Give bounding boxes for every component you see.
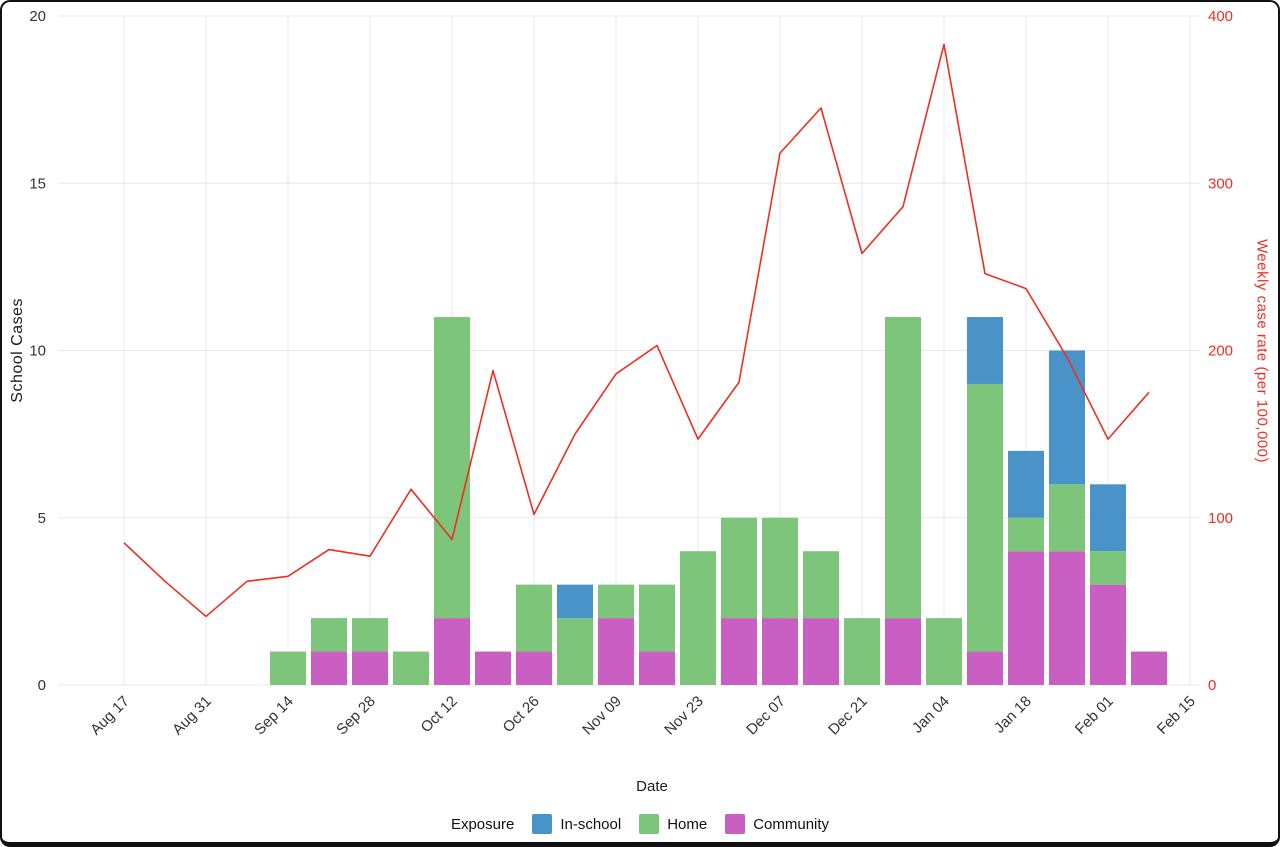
bar-segment-community xyxy=(516,651,552,685)
bar-segment-community xyxy=(967,651,1003,685)
in-school-swatch-icon xyxy=(532,814,553,834)
x-tick-label: Sep 28 xyxy=(333,693,379,739)
bar-segment-home xyxy=(434,317,470,619)
bar-segment-home xyxy=(516,584,552,652)
x-tick-label: Aug 17 xyxy=(87,693,133,739)
x-tick-label: Aug 31 xyxy=(169,693,215,739)
bar-segment-home xyxy=(1008,517,1044,552)
x-tick-label: Feb 15 xyxy=(1154,693,1199,738)
bar-segment-community xyxy=(721,618,757,685)
legend: Exposure In-school Home Community xyxy=(2,814,1278,834)
bar-segment-home xyxy=(311,618,347,652)
legend-item-community: Community xyxy=(725,814,829,834)
bar-segment-community xyxy=(598,618,634,685)
x-tick-label: Oct 12 xyxy=(418,693,461,736)
y-tick-label-left: 15 xyxy=(29,175,46,192)
bar-segment-community xyxy=(885,618,921,685)
bar-segment-community xyxy=(1049,551,1085,685)
right-axis-title: Weekly case rate (per 100,000) xyxy=(1253,238,1271,463)
legend-title: Exposure xyxy=(450,815,515,833)
bar-segment-community xyxy=(311,651,347,685)
x-tick-label: Jan 04 xyxy=(909,693,953,737)
bar-segment-in-school xyxy=(967,317,1003,384)
bar-segment-in-school xyxy=(557,584,593,619)
legend-item-in-school: In-school xyxy=(532,814,621,834)
x-tick-label: Dec 07 xyxy=(743,693,789,739)
y-tick-label-right: 100 xyxy=(1208,510,1233,527)
bar-segment-in-school xyxy=(1090,484,1126,552)
y-tick-label-left: 0 xyxy=(38,677,46,694)
legend-label-home: Home xyxy=(667,815,708,833)
bar-segment-home xyxy=(1049,484,1085,552)
bar-segment-home xyxy=(1090,551,1126,585)
bar-segment-home xyxy=(352,618,388,652)
x-tick-label: Sep 14 xyxy=(251,693,297,739)
bar-segment-home xyxy=(270,651,306,685)
x-tick-label: Oct 26 xyxy=(500,693,543,736)
y-tick-label-left: 20 xyxy=(29,8,46,25)
y-tick-label-right: 400 xyxy=(1208,8,1233,25)
bar-segment-home xyxy=(967,383,1003,652)
bar-segment-home xyxy=(598,584,634,619)
bar-segment-community xyxy=(1131,651,1167,685)
y-tick-label-right: 300 xyxy=(1208,175,1233,192)
y-tick-label-right: 0 xyxy=(1208,677,1216,694)
bar-segment-home xyxy=(721,517,757,619)
legend-item-home: Home xyxy=(639,814,707,834)
bar-segment-community xyxy=(803,618,839,685)
bar-segment-community xyxy=(1090,584,1126,685)
bar-segment-community xyxy=(352,651,388,685)
bar-segment-home xyxy=(557,618,593,685)
bar-segment-home xyxy=(803,551,839,619)
community-swatch-icon xyxy=(725,814,746,834)
x-tick-label: Jan 18 xyxy=(991,693,1035,737)
bar-segment-home xyxy=(844,618,880,685)
bar-segment-community xyxy=(762,618,798,685)
bar-segment-community xyxy=(434,618,470,685)
x-tick-label: Nov 09 xyxy=(579,693,625,739)
left-axis-title: School Cases xyxy=(9,298,26,403)
x-axis-title: Date xyxy=(636,778,668,795)
x-tick-label: Nov 23 xyxy=(661,693,707,739)
y-tick-label-right: 200 xyxy=(1208,343,1233,360)
bar-segment-community xyxy=(639,651,675,685)
case-rate-line xyxy=(123,43,1150,618)
home-swatch-icon xyxy=(639,814,660,834)
bar-segment-home xyxy=(926,618,962,685)
y-tick-label-left: 5 xyxy=(38,510,46,527)
bar-segment-in-school xyxy=(1008,450,1044,518)
right-axis-title-wrap: Weekly case rate (per 100,000) xyxy=(1248,16,1276,685)
bar-segment-home xyxy=(762,517,798,619)
legend-label-community: Community xyxy=(753,815,830,833)
bar-segment-home xyxy=(393,651,429,685)
bar-segment-community xyxy=(1008,551,1044,685)
bar-segment-community xyxy=(475,651,511,685)
bar-segment-in-school xyxy=(1049,350,1085,485)
y-tick-label-left: 10 xyxy=(29,343,46,360)
bar-segment-home xyxy=(885,317,921,619)
x-tick-label: Feb 01 xyxy=(1072,693,1117,738)
legend-label-in-school: In-school xyxy=(560,815,622,833)
bar-segment-home xyxy=(680,551,716,685)
left-axis-title-wrap: School Cases xyxy=(4,16,32,685)
x-tick-label: Dec 21 xyxy=(825,693,871,739)
bar-segment-home xyxy=(639,584,675,652)
